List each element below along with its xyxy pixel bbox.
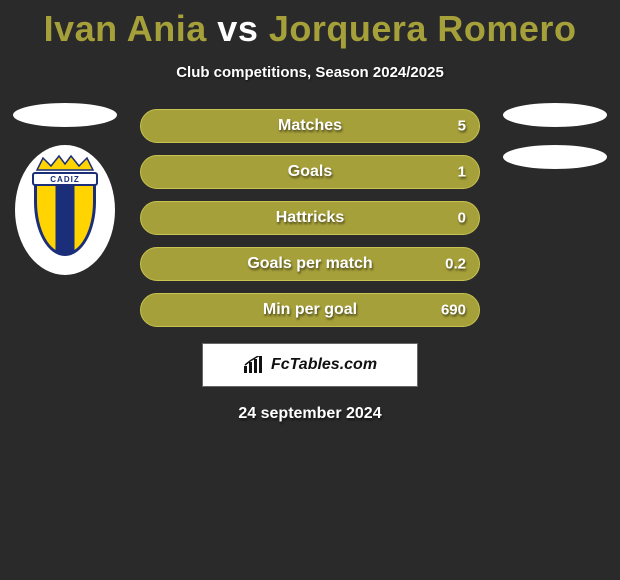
- bar-chart-icon: [243, 356, 265, 374]
- date-text: 24 september 2024: [0, 405, 620, 423]
- stat-rows: Matches 5 Goals 1 Hattricks 0 Goals per …: [140, 109, 480, 327]
- stat-label: Matches: [140, 117, 480, 135]
- right-column: [500, 103, 610, 187]
- stat-value-right: 0: [458, 210, 466, 227]
- stat-label: Hattricks: [140, 209, 480, 227]
- player1-name: Ivan Ania: [44, 8, 207, 49]
- stat-label: Goals: [140, 163, 480, 181]
- comparison-title: Ivan Ania vs Jorquera Romero: [0, 0, 620, 50]
- player1-avatar-placeholder: [13, 103, 117, 127]
- stat-row: Min per goal 690: [140, 293, 480, 327]
- stat-value-right: 5: [458, 118, 466, 135]
- stat-label: Goals per match: [140, 255, 480, 273]
- subtitle: Club competitions, Season 2024/2025: [0, 64, 620, 81]
- player1-club-badge: CADIZ: [15, 145, 115, 275]
- footer-brand-text: FcTables.com: [271, 356, 377, 374]
- stat-row: Goals 1: [140, 155, 480, 189]
- player2-club-badge-placeholder: [503, 145, 607, 169]
- player2-avatar-placeholder: [503, 103, 607, 127]
- stat-value-right: 1: [458, 164, 466, 181]
- stat-value-right: 690: [441, 302, 466, 319]
- cadiz-crest-icon: CADIZ: [28, 160, 102, 260]
- crown-icon: [35, 154, 95, 172]
- footer-brand-card: FcTables.com: [202, 343, 418, 387]
- vs-text: vs: [217, 8, 258, 49]
- stat-row: Goals per match 0.2: [140, 247, 480, 281]
- player2-name: Jorquera Romero: [269, 8, 577, 49]
- left-column: CADIZ: [10, 103, 120, 275]
- stat-label: Min per goal: [140, 301, 480, 319]
- stat-row: Hattricks 0: [140, 201, 480, 235]
- crest-band-text: CADIZ: [32, 172, 98, 186]
- stat-row: Matches 5: [140, 109, 480, 143]
- stat-value-right: 0.2: [445, 256, 466, 273]
- comparison-body: CADIZ Matches 5 Goals 1 Hattricks 0 Goal…: [0, 109, 620, 423]
